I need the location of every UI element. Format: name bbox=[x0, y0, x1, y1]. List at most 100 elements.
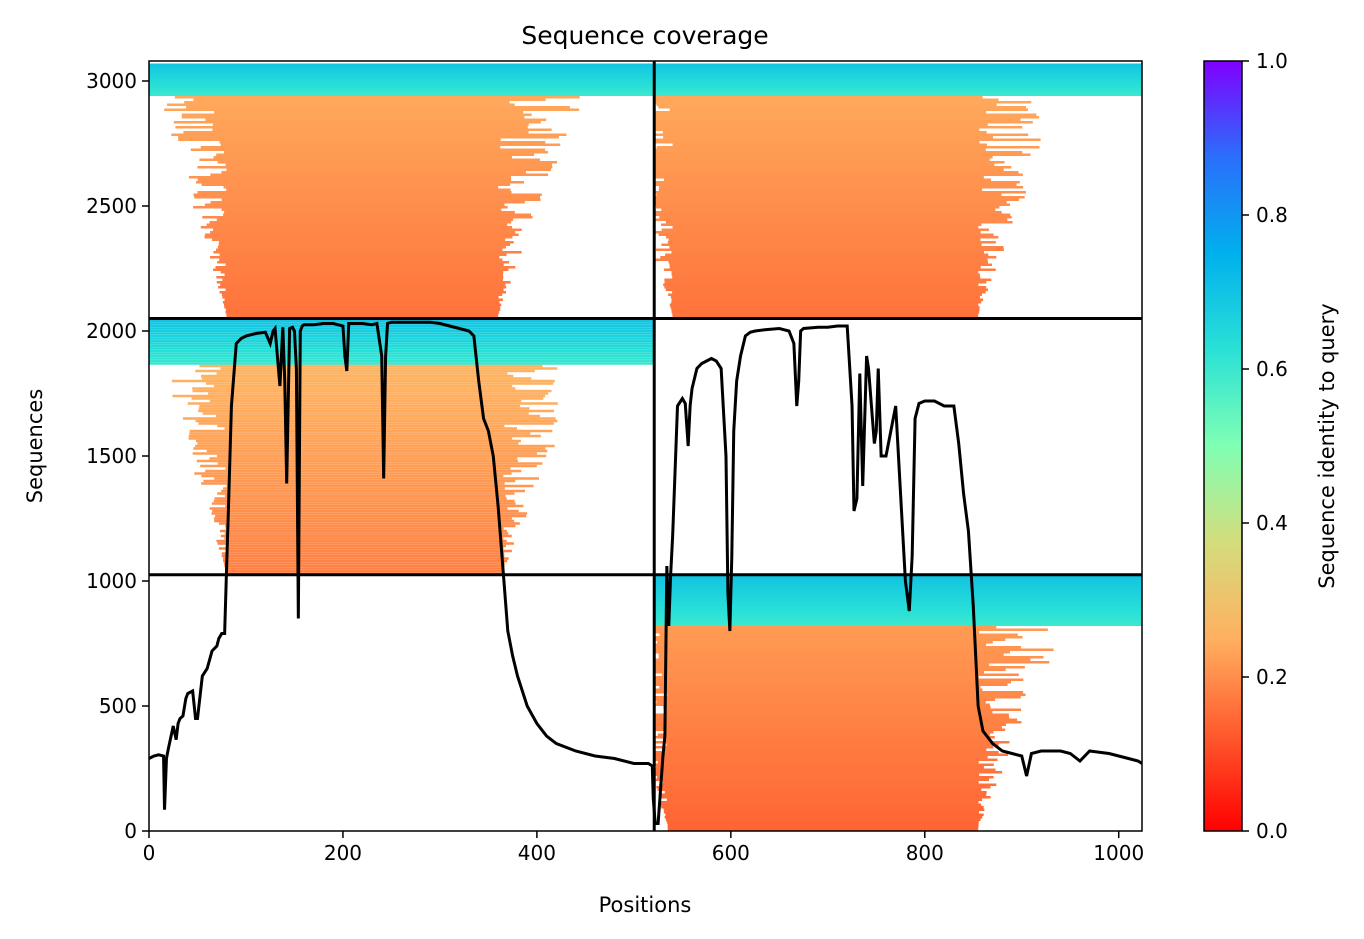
coverage-row bbox=[654, 688, 983, 691]
coverage-row bbox=[669, 263, 993, 266]
coverage-row bbox=[654, 126, 1023, 129]
coverage-row bbox=[671, 251, 984, 254]
coverage-row bbox=[654, 718, 1018, 721]
coverage-row bbox=[226, 313, 499, 316]
coverage-row bbox=[184, 101, 510, 104]
coverage-row bbox=[222, 278, 504, 281]
partition-lines bbox=[149, 61, 1142, 831]
coverage-row bbox=[654, 596, 1142, 599]
coverage-row bbox=[149, 88, 655, 91]
coverage-row bbox=[654, 608, 1142, 611]
coverage-row bbox=[661, 228, 989, 231]
coverage-row bbox=[149, 344, 655, 348]
coverage-row bbox=[654, 698, 996, 701]
coverage-row bbox=[149, 71, 655, 74]
coverage-row bbox=[149, 349, 655, 353]
coverage-row bbox=[654, 148, 986, 151]
coverage-row bbox=[654, 121, 1033, 124]
coverage-row bbox=[201, 374, 514, 378]
colorbar bbox=[1203, 60, 1243, 832]
coverage-row bbox=[206, 449, 548, 453]
coverage-row bbox=[665, 813, 984, 816]
coverage-row bbox=[654, 713, 1009, 716]
coverage-row bbox=[654, 623, 1142, 626]
coverage-row bbox=[654, 598, 1142, 601]
coverage-row bbox=[654, 771, 1003, 774]
coverage-row bbox=[195, 444, 555, 448]
coverage-row bbox=[220, 534, 512, 538]
coverage-row bbox=[224, 537, 504, 540]
coverage-row bbox=[218, 241, 514, 244]
coverage-row bbox=[654, 736, 995, 739]
coverage-row bbox=[195, 419, 558, 423]
coverage-row bbox=[149, 337, 655, 340]
x-tick-label: 600 bbox=[712, 841, 750, 865]
y-tick-label: 1000 bbox=[86, 569, 137, 593]
coverage-row bbox=[189, 432, 531, 435]
coverage-row bbox=[218, 522, 520, 525]
colorbar-tick-label: 0.4 bbox=[1256, 511, 1288, 535]
coverage-row bbox=[199, 158, 541, 161]
coverage-row bbox=[654, 66, 1142, 69]
coverage-row bbox=[149, 334, 655, 338]
coverage-row bbox=[654, 581, 1142, 584]
coverage-row bbox=[671, 308, 980, 311]
coverage-row bbox=[654, 621, 1142, 624]
coverage-row bbox=[200, 146, 501, 149]
coverage-row bbox=[654, 683, 1008, 686]
colorbar-tick-label: 0.0 bbox=[1256, 819, 1288, 843]
coverage-block-top-left bbox=[149, 63, 655, 319]
coverage-row bbox=[656, 146, 1040, 149]
coverage-row bbox=[196, 459, 518, 463]
coverage-row bbox=[666, 236, 999, 239]
coverage-row bbox=[209, 256, 500, 259]
coverage-row bbox=[225, 569, 504, 573]
coverage-row bbox=[219, 253, 507, 256]
coverage-row bbox=[668, 238, 981, 241]
coverage-row bbox=[654, 658, 1031, 661]
coverage-row bbox=[654, 606, 1142, 609]
coverage-row bbox=[149, 93, 655, 96]
coverage-row bbox=[193, 98, 546, 101]
coverage-row bbox=[654, 591, 1142, 594]
coverage-row bbox=[657, 761, 979, 764]
coverage-row bbox=[149, 76, 655, 79]
coverage-row bbox=[654, 616, 1142, 619]
coverage-row bbox=[654, 118, 1021, 121]
coverage-row bbox=[149, 81, 655, 84]
coverage-row bbox=[209, 457, 518, 460]
coverage-row bbox=[664, 278, 992, 281]
coverage-row bbox=[149, 68, 655, 71]
coverage-row bbox=[221, 554, 505, 558]
y-axis-title: Sequences bbox=[23, 389, 47, 504]
coverage-row bbox=[659, 216, 1012, 219]
coverage-row bbox=[654, 588, 1142, 591]
coverage-row bbox=[656, 193, 1002, 196]
coverage-row bbox=[661, 243, 982, 246]
coverage-row bbox=[214, 519, 515, 523]
coverage-row bbox=[655, 258, 988, 261]
coverage-row bbox=[204, 233, 519, 236]
coverage-row bbox=[149, 347, 655, 350]
coverage-row bbox=[658, 656, 1044, 659]
coverage-row bbox=[194, 196, 541, 199]
coverage-row bbox=[202, 216, 533, 219]
coverage-row bbox=[658, 653, 1004, 656]
coverage-row bbox=[664, 791, 987, 794]
coverage-row bbox=[672, 143, 988, 146]
coverage-row bbox=[665, 818, 981, 821]
coverage-row bbox=[661, 806, 984, 809]
coverage-row bbox=[654, 611, 1142, 614]
coverage-row bbox=[664, 816, 983, 819]
coverage-row bbox=[225, 311, 500, 314]
coverage-row bbox=[654, 196, 1025, 199]
coverage-row bbox=[208, 392, 549, 395]
coverage-row bbox=[219, 291, 507, 294]
coverage-row bbox=[224, 564, 505, 568]
coverage-row bbox=[213, 251, 522, 254]
coverage-row bbox=[654, 191, 1026, 194]
coverage-row bbox=[149, 86, 655, 89]
coverage-row bbox=[205, 469, 522, 473]
coverage-row bbox=[654, 601, 1142, 604]
coverage-row bbox=[654, 703, 990, 706]
